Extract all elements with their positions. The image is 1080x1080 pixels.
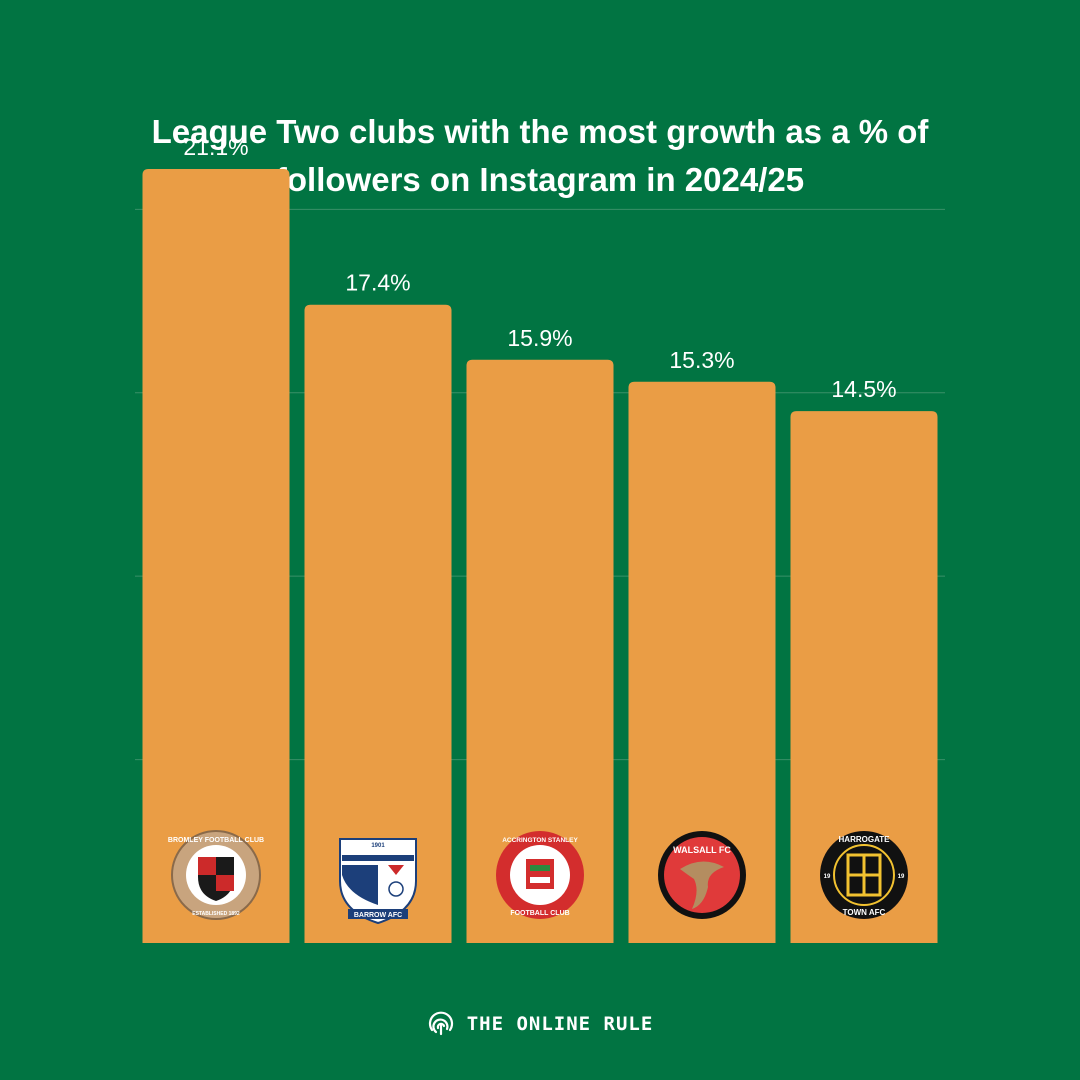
- fingerprint-icon: [428, 1011, 453, 1036]
- value-label-4: 14.5%: [831, 376, 896, 402]
- club-badge-harrogate: HARROGATE TOWN AFC 19 19: [820, 831, 908, 919]
- badge-text: TOWN AFC: [843, 908, 886, 917]
- bar-bromley-fc: [142, 169, 290, 943]
- club-badge-accrington: ACCRINGTON STANLEY FOOTBALL CLUB: [496, 831, 584, 919]
- chart-title-line-2: followers on Instagram in 2024/25: [275, 161, 805, 198]
- badge-text: FOOTBALL CLUB: [510, 910, 569, 917]
- value-label-0: 21.1%: [183, 134, 248, 160]
- brand-name: THE ONLINE RULE: [466, 1013, 654, 1035]
- bar-harrogate-town-afc: [790, 411, 938, 943]
- footer-brand: THE ONLINE RULE: [0, 1010, 1080, 1038]
- badge-text: 1901: [371, 843, 385, 849]
- bar-walsall-fc: [628, 381, 776, 943]
- badge-text: BROMLEY FOOTBALL CLUB: [168, 837, 264, 844]
- badge-text: WALSALL FC: [673, 845, 731, 855]
- chart-title: League Two clubs with the most growth as…: [0, 108, 1080, 204]
- badge-text: ACCRINGTON STANLEY: [502, 837, 578, 844]
- value-label-1: 17.4%: [345, 270, 410, 296]
- chart-title-line-1: League Two clubs with the most growth as…: [151, 113, 929, 150]
- club-badge-bromley: BROMLEY FOOTBALL CLUB ESTABLISHED 1892: [168, 830, 264, 920]
- bar-accrington-stanley: [466, 359, 614, 943]
- badge-text: 19: [898, 874, 905, 880]
- badge-text: ESTABLISHED 1892: [192, 911, 240, 917]
- badge-text: BARROW AFC: [354, 912, 402, 919]
- value-label-3: 15.3%: [669, 347, 734, 373]
- club-badge-walsall: WALSALL FC: [658, 831, 746, 919]
- bar-barrow-afc: [304, 304, 452, 944]
- badge-text: HARROGATE: [839, 835, 891, 844]
- value-label-2: 15.9%: [507, 325, 572, 351]
- badge-text: 19: [824, 874, 831, 880]
- club-badge-barrow: 1901 BARROW AFC: [339, 838, 417, 925]
